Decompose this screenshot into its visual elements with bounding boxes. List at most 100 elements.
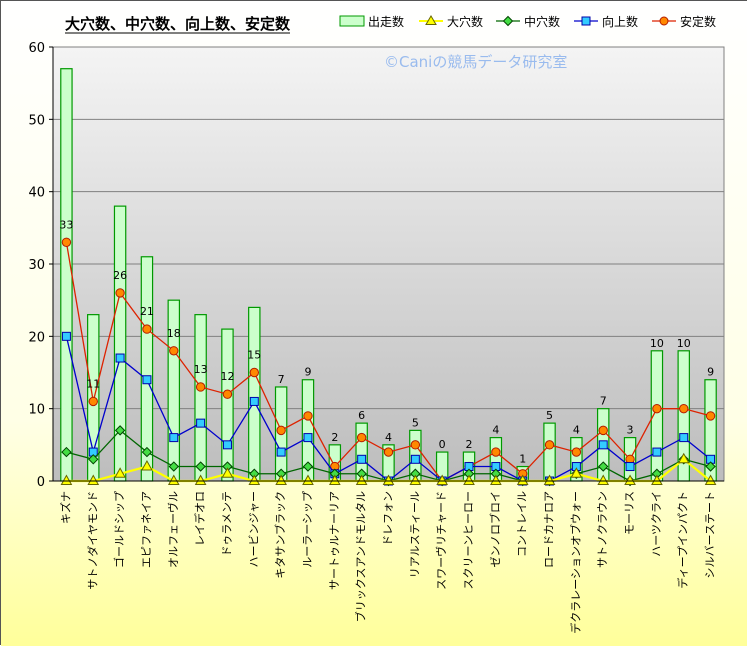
- marker-中穴数: [168, 461, 179, 472]
- marker-向上数: [249, 396, 259, 406]
- marker-安定数: [88, 396, 98, 407]
- data-label: 2: [466, 438, 473, 451]
- legend-marker-中穴数: [502, 15, 514, 27]
- x-tick-label: リアルスティール: [408, 491, 421, 578]
- x-tick-label: ブリックスアンドモルタル: [354, 491, 368, 622]
- data-label: 2: [331, 431, 338, 444]
- marker-大穴数: [87, 474, 100, 485]
- marker-安定数: [544, 440, 555, 450]
- marker-大穴数: [328, 474, 341, 485]
- legend-marker-大穴数: [425, 15, 437, 25]
- data-label: 33: [59, 218, 73, 231]
- data-label: 3: [627, 424, 634, 437]
- legend-swatch-出走数: [339, 15, 365, 27]
- marker-大穴数: [355, 474, 368, 485]
- y-tick-label: 20: [28, 330, 45, 345]
- x-tick-label: サートゥルナーリア: [328, 491, 341, 590]
- marker-安定数: [222, 389, 233, 399]
- data-label: 26: [113, 269, 127, 282]
- marker-大穴数: [60, 474, 73, 485]
- y-tick-label: 30: [28, 258, 45, 273]
- x-tick-label: キズナ: [58, 491, 72, 524]
- x-tick-label: オルフェーヴル: [166, 491, 180, 568]
- grid-lines: [53, 46, 724, 410]
- data-label: 10: [650, 337, 664, 350]
- x-tick-label: デクラレーションオブウォー: [568, 491, 582, 634]
- marker-大穴数: [677, 452, 690, 464]
- marker-大穴数: [543, 474, 556, 485]
- bar-出走数: [543, 422, 556, 482]
- marker-大穴数: [382, 474, 395, 485]
- marker-大穴数: [516, 474, 529, 485]
- marker-向上数: [169, 433, 179, 443]
- marker-安定数: [410, 440, 421, 450]
- marker-向上数: [598, 440, 608, 450]
- marker-安定数: [705, 411, 716, 421]
- marker-大穴数: [167, 474, 180, 485]
- marker-安定数: [276, 425, 286, 436]
- legend: 出走数 大穴数 中穴数 向上数 安定数: [339, 14, 716, 29]
- marker-安定数: [598, 425, 608, 436]
- marker-大穴数: [114, 467, 126, 478]
- marker-中穴数: [114, 425, 126, 436]
- y-tick-label: 60: [28, 41, 45, 56]
- marker-中穴数: [141, 446, 153, 458]
- marker-安定数: [491, 447, 501, 457]
- x-tick-label: ゴールドシップ: [112, 491, 126, 568]
- marker-向上数: [115, 353, 125, 363]
- data-label: 4: [385, 431, 392, 444]
- bar-出走数: [248, 306, 261, 482]
- marker-大穴数: [651, 474, 663, 485]
- legend-label-中穴数: 中穴数: [524, 14, 560, 29]
- data-label: 12: [220, 370, 234, 383]
- x-tick-label: エピファネイア: [140, 491, 153, 568]
- marker-大穴数: [248, 474, 261, 485]
- y-tick-label: 0: [37, 475, 45, 490]
- data-label: 6: [358, 409, 365, 422]
- marker-中穴数: [61, 446, 72, 458]
- x-tick-label: レイデオロ: [193, 491, 207, 546]
- marker-中穴数: [88, 454, 99, 465]
- marker-向上数: [410, 454, 420, 464]
- data-label: 10: [677, 337, 691, 350]
- data-label: 15: [247, 349, 261, 362]
- marker-向上数: [303, 433, 313, 443]
- axes: 0102030405060キズナ サトノダイヤモンド ゴールドシップ エピファネイアオ…: [28, 41, 724, 634]
- marker-向上数: [625, 462, 635, 472]
- marker-向上数: [276, 447, 286, 457]
- data-label: 1: [519, 453, 526, 466]
- bar-出走数: [194, 314, 207, 482]
- marker-向上数: [196, 418, 206, 428]
- x-tick-label: ゼンノロブロイ: [488, 491, 502, 567]
- marker-中穴数: [302, 461, 314, 472]
- x-tick-label: サトノクラウン: [596, 491, 609, 568]
- marker-安定数: [169, 346, 179, 356]
- data-label: 18: [167, 327, 181, 340]
- legend-label-向上数: 向上数: [602, 14, 638, 29]
- y-tick-label: 50: [28, 113, 45, 128]
- marker-安定数: [571, 447, 582, 457]
- marker-大穴数: [194, 474, 207, 485]
- bar-出走数: [221, 328, 234, 482]
- marker-安定数: [61, 237, 72, 248]
- marker-大穴数: [221, 467, 234, 478]
- marker-大穴数: [141, 460, 153, 471]
- watermark-text: ©Caniの競馬データ研究室: [384, 53, 567, 71]
- marker-安定数: [195, 382, 206, 392]
- bar-出走数: [60, 68, 73, 482]
- marker-安定数: [249, 367, 260, 378]
- marker-安定数: [383, 447, 394, 457]
- marker-向上数: [222, 440, 232, 450]
- marker-中穴数: [195, 461, 206, 472]
- marker-大穴数: [275, 474, 287, 485]
- marker-安定数: [679, 403, 689, 414]
- chart-title: 大穴数、中穴数、向上数、安定数: [65, 15, 291, 33]
- data-label: 13: [194, 363, 208, 376]
- x-tick-label: サトノダイヤモンド: [85, 491, 99, 590]
- x-tick-label: ロードカナロア: [543, 491, 556, 568]
- marker-安定数: [142, 324, 152, 334]
- marker-向上数: [652, 447, 662, 457]
- marker-大穴数: [463, 474, 475, 485]
